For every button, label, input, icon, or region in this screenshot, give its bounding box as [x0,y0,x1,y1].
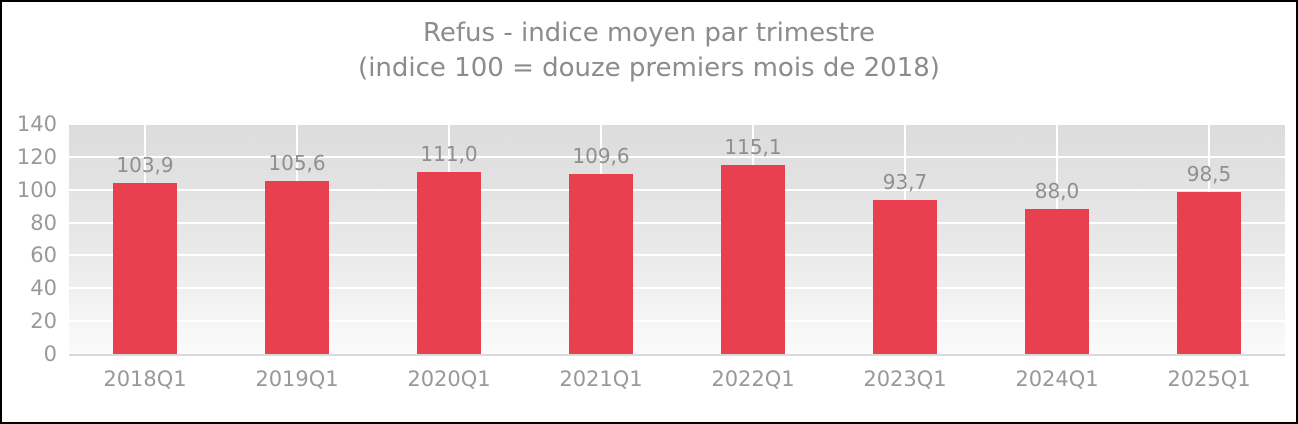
x-tick-label-2022Q1: 2022Q1 [711,367,795,391]
horizontal-gridline [69,123,1285,125]
bar-2025Q1 [1177,192,1241,354]
y-tick-label: 40 [30,276,57,301]
chart-title-block: Refus - indice moyen par trimestre (indi… [2,16,1296,86]
category-cell: 93,7 [829,124,981,354]
category-cell: 109,6 [525,124,677,354]
bar-value-label: 98,5 [1186,162,1232,187]
y-tick-label: 140 [16,112,57,136]
horizontal-gridline [69,254,1285,257]
x-tick-label-2024Q1: 2024Q1 [1015,367,1099,391]
y-tick-label: 120 [16,144,57,169]
bar-2021Q1 [569,173,633,354]
y-tick-label: 60 [30,243,57,268]
horizontal-gridline [69,221,1285,224]
category-cell: 105,6 [221,124,373,354]
horizontal-gridline [69,188,1285,191]
bar-value-label: 109,6 [572,143,630,168]
x-tick-label-2020Q1: 2020Q1 [407,367,491,391]
bar-2019Q1 [265,180,329,354]
bar-value-label: 115,1 [724,134,782,159]
horizontal-gridline [69,155,1285,158]
category-cell: 103,9 [69,124,221,354]
category-cell: 98,5 [1133,124,1285,354]
horizontal-gridline [69,320,1285,323]
x-axis: 2018Q1 2019Q1 2020Q1 2021Q1 2022Q1 2023Q1 2024… [69,366,1285,396]
chart-title: Refus - indice moyen par trimestre [422,18,875,48]
bar-2023Q1 [873,200,937,354]
chart-subtitle: (indice 100 = douze premiers mois de 201… [358,53,940,83]
category-cell: 88,0 [981,124,1133,354]
bar-2024Q1 [1025,209,1089,354]
category-cell: 115,1 [677,124,829,354]
x-tick-label-2018Q1: 2018Q1 [103,367,187,391]
bar-value-label: 111,0 [420,141,478,166]
y-axis: 0 20 40 60 80 100 120 140 [2,112,57,366]
x-tick-label-2023Q1: 2023Q1 [863,367,947,391]
category-cell: 111,0 [373,124,525,354]
x-tick-label-2019Q1: 2019Q1 [255,367,339,391]
bar-value-label: 105,6 [268,150,326,175]
bar-value-label: 103,9 [116,153,174,178]
bar-2022Q1 [721,164,785,354]
plot-area: 103,9 105,6 111,0 109,6 115,1 93,7 88,0 98,5 [69,123,1285,356]
y-tick-label: 0 [43,342,57,366]
bar-2020Q1 [417,171,481,354]
bar-2018Q1 [113,183,177,354]
y-tick-label: 100 [16,177,57,202]
y-tick-label: 20 [30,309,57,334]
y-tick-label: 80 [30,210,57,235]
horizontal-gridline [69,287,1285,290]
x-tick-label-2021Q1: 2021Q1 [559,367,643,391]
bar-value-label: 93,7 [882,170,928,195]
bar-value-label: 88,0 [1034,179,1080,204]
x-tick-label-2025Q1: 2025Q1 [1167,367,1251,391]
